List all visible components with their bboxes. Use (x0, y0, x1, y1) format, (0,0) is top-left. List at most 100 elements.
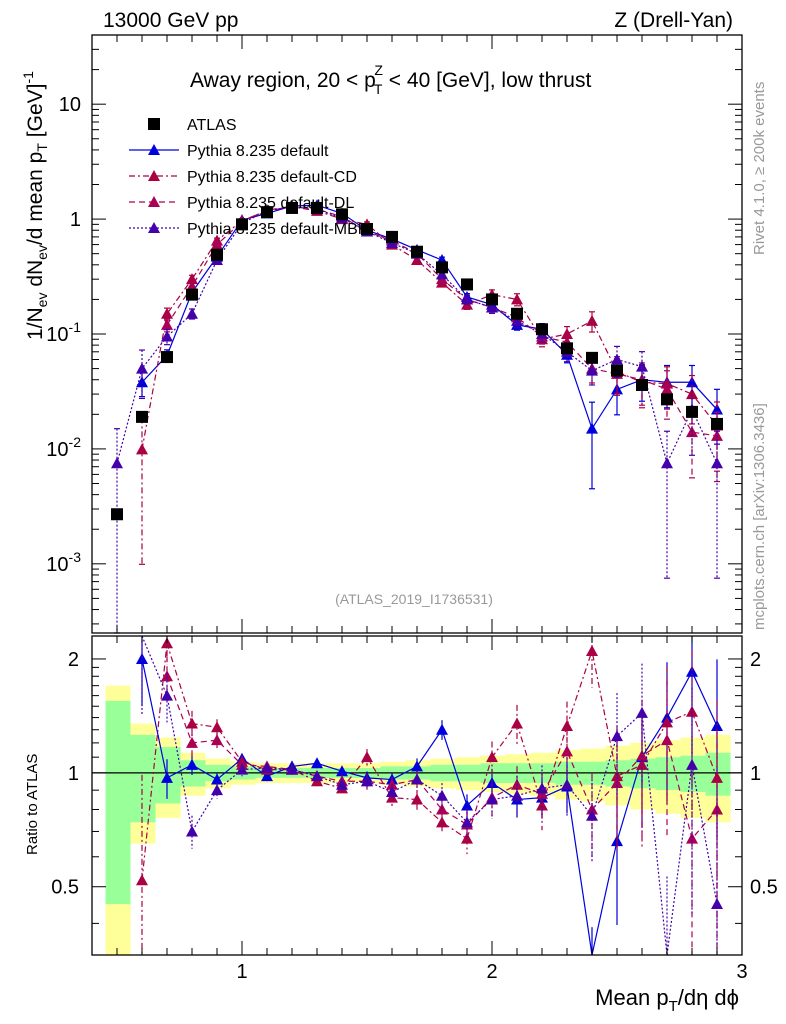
cd-ratio-point (561, 719, 573, 731)
default-ratio-point (211, 773, 223, 785)
y-axis-label: 1/Nev dNev/d mean pT [GeV]-1 (20, 71, 50, 340)
mbr-point (436, 268, 448, 280)
x-tick-label: 3 (736, 961, 747, 983)
mbr-ratio-point (536, 782, 548, 794)
legend-mbr-label: Pythia 8.235 default-MBR (187, 221, 369, 238)
mbr-point (511, 314, 523, 326)
mbr-point (186, 307, 198, 319)
atlas-point (211, 248, 223, 261)
atlas-point (361, 222, 373, 235)
dl-ratio-point (686, 832, 698, 844)
y-tick-exponent: -3 (69, 549, 82, 565)
default-ratio-point (186, 758, 198, 770)
band-inner (655, 757, 681, 791)
y-tick-exponent: -2 (69, 434, 82, 450)
atlas-point (711, 417, 723, 430)
mbr-ratio-point (311, 770, 323, 782)
default-point (136, 376, 148, 388)
y-tick-label: 1 (70, 209, 81, 231)
default-point (586, 422, 598, 434)
atlas-point (136, 410, 148, 423)
atlas-point (561, 342, 573, 355)
default-ratio-point (461, 799, 473, 811)
mbr-point (486, 301, 498, 313)
cd-ratio-point (361, 751, 373, 763)
cd-point (411, 254, 423, 266)
header-right: Z (Drell-Yan) (614, 9, 733, 32)
legend-cd-marker (148, 170, 160, 181)
cd-point (511, 293, 523, 305)
dl-point (661, 383, 673, 395)
cd-point (136, 443, 148, 455)
x-tick-label: 1 (236, 961, 247, 983)
default-ratio-point (261, 770, 273, 782)
title-suffix: < 40 [GeV], low thrust (383, 69, 592, 92)
atlas-point (386, 230, 398, 243)
band-inner (105, 700, 131, 905)
mbr-ratio-point (611, 730, 623, 742)
atlas-point (511, 307, 523, 320)
cd-line (141, 206, 718, 450)
legend-atlas-label: ATLAS (187, 117, 237, 134)
atlas-point (436, 261, 448, 274)
mbr-ratio-point (686, 758, 698, 770)
x-tick-label: 2 (486, 961, 497, 983)
mbr-ratio-point (561, 778, 573, 790)
atlas-point (236, 218, 248, 231)
legend-default-marker (148, 144, 160, 155)
legend-default-label: Pythia 8.235 default (187, 143, 329, 160)
default-ratio-point (136, 652, 148, 664)
mbr-point (111, 457, 123, 469)
mbr-ratio-point (186, 825, 198, 837)
cd-ratio-point (511, 717, 523, 729)
ratio-tick-label-right: 2 (750, 649, 761, 671)
atlas-point (611, 364, 623, 377)
atlas-point (411, 245, 423, 258)
atlas-point (111, 508, 123, 521)
atlas-point (336, 208, 348, 221)
default-line (141, 204, 718, 431)
legend-dl-marker (148, 196, 160, 207)
mbr-ratio-point (211, 784, 223, 796)
cd-ratio-point (461, 832, 473, 844)
legend-cd-label: Pythia 8.235 default-CD (187, 169, 357, 186)
ratio-y-axis-label: Ratio to ATLAS (24, 754, 41, 855)
cd-point (586, 314, 598, 326)
title-sub: T (374, 81, 383, 97)
y-tick-label: 10-2 (46, 434, 81, 461)
dl-ratio-point (561, 745, 573, 757)
default-ratio-point (336, 765, 348, 777)
mbr-ratio-line (141, 635, 718, 956)
cd-ratio-point (136, 874, 148, 886)
atlas-point (311, 201, 323, 214)
mbr-ratio-point (711, 898, 723, 910)
mbr-ratio-point (511, 789, 523, 801)
default-ratio-point (311, 757, 323, 769)
mbr-point (661, 457, 673, 469)
dl-point (186, 280, 198, 292)
title-sup: Z (374, 62, 383, 78)
chart-title: Away region, 20 < pTZ < 40 [GeV], low th… (190, 62, 591, 97)
x-axis-label: Mean pT/dη dϕ (595, 985, 739, 1015)
cd-point (161, 307, 173, 319)
mbr-ratio-point (361, 775, 373, 787)
analysis-id: (ATLAS_2019_I1736531) (335, 591, 493, 607)
atlas-point (186, 288, 198, 301)
dl-ratio-point (711, 803, 723, 815)
atlas-point (286, 201, 298, 214)
atlas-point (461, 278, 473, 291)
mbr-point (586, 364, 598, 376)
series-layer (111, 199, 723, 956)
mbr-point (136, 362, 148, 374)
mbr-point (461, 293, 473, 305)
dl-line (166, 206, 718, 437)
dl-ratio-point (211, 734, 223, 746)
atlas-point (586, 351, 598, 364)
cd-point (686, 388, 698, 400)
cd-ratio-point (411, 793, 423, 805)
band-inner (130, 734, 156, 823)
cd-ratio-point (211, 721, 223, 733)
ratio-tick-label-right: 1 (750, 763, 761, 785)
mbr-point (611, 353, 623, 365)
